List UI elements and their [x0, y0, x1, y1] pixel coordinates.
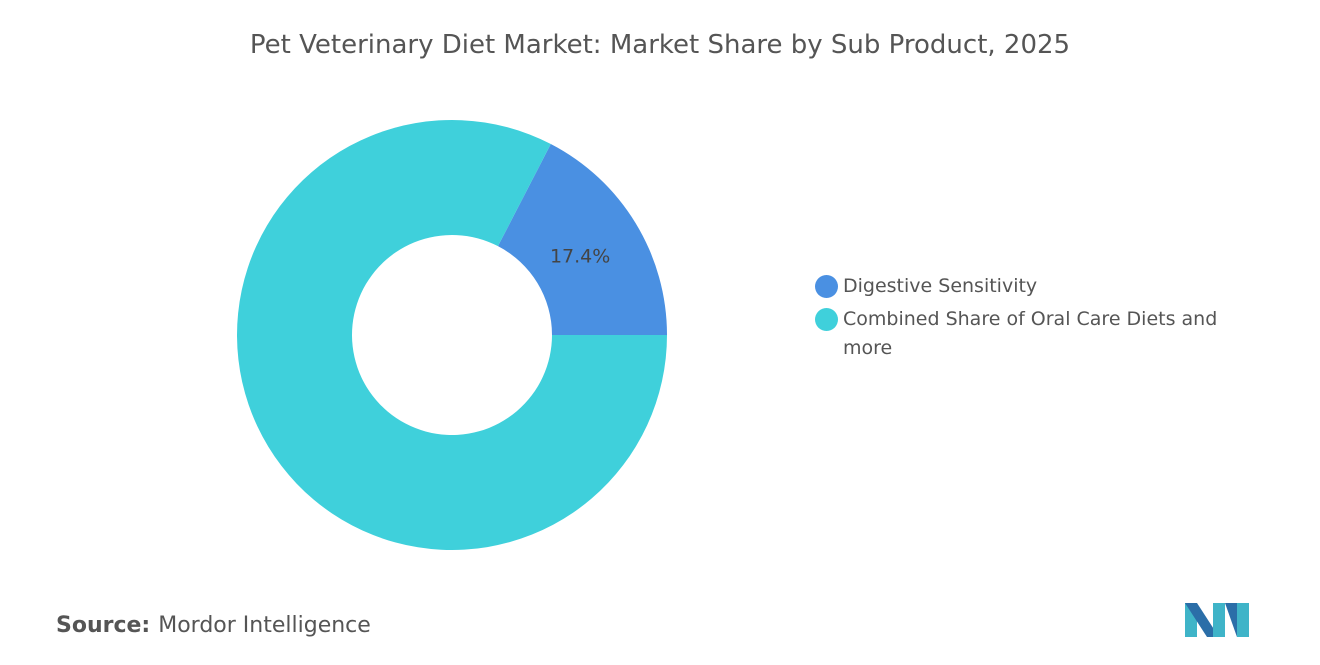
data-label: 17.4% — [550, 246, 610, 268]
legend-label: Digestive Sensitivity — [843, 275, 1038, 297]
logo — [1185, 603, 1249, 637]
source-label: Source: — [56, 613, 151, 638]
legend-swatch — [815, 275, 838, 298]
source: Source: Mordor Intelligence — [56, 613, 371, 638]
legend-item: Combined Share of Oral Care Diets and mo… — [812, 305, 1242, 363]
logo-part — [1213, 603, 1225, 637]
legend-label: Combined Share of Oral Care Diets and mo… — [843, 308, 1218, 359]
donut-slice — [237, 120, 668, 551]
logo-part — [1237, 603, 1249, 637]
source-text: Mordor Intelligence — [158, 613, 371, 638]
legend: Digestive Sensitivity Combined Share of O… — [812, 272, 1242, 367]
donut-slice — [497, 144, 667, 335]
legend-swatch — [815, 308, 838, 331]
chart-title: Pet Veterinary Diet Market: Market Share… — [249, 30, 1071, 60]
logo-part — [1185, 603, 1219, 637]
legend-item: Digestive Sensitivity — [812, 272, 1242, 301]
